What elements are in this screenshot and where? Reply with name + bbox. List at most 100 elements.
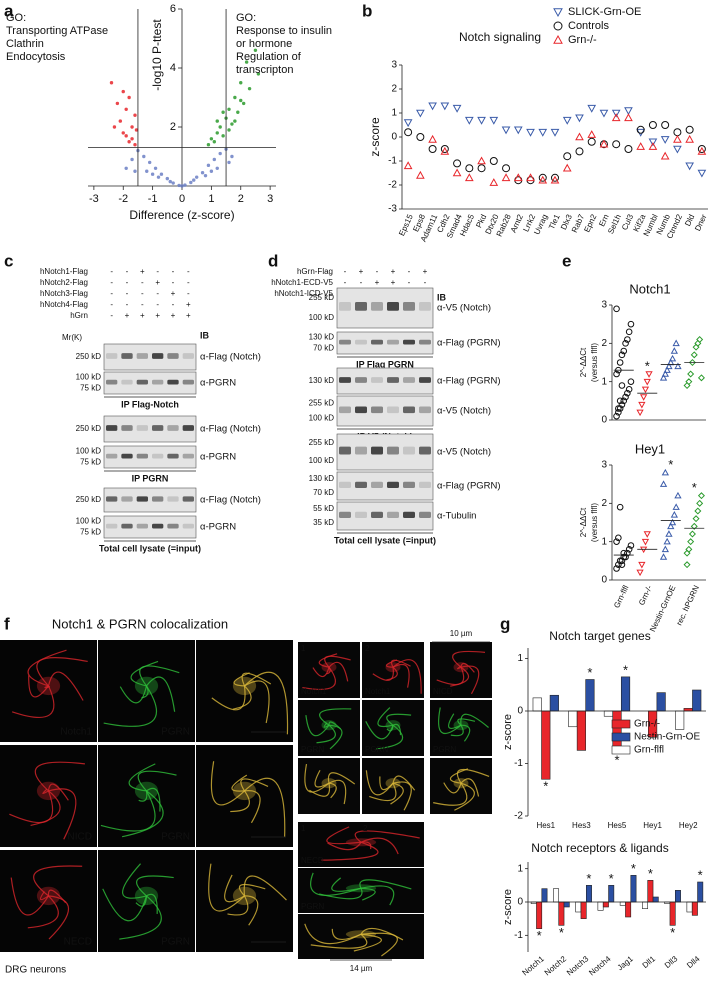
channel-label: PGRN	[161, 937, 190, 948]
point	[428, 134, 437, 143]
point	[687, 370, 695, 378]
annotation: GO:	[236, 12, 256, 24]
condition-sign: -	[110, 278, 113, 287]
point	[665, 362, 673, 370]
decor	[318, 653, 338, 668]
channel-label: NICD	[433, 687, 453, 696]
y-tick-label: 0	[517, 706, 523, 717]
blot-strip	[336, 287, 434, 329]
point	[640, 394, 648, 401]
decor	[438, 707, 462, 735]
point	[241, 101, 246, 106]
point	[625, 328, 633, 336]
inset	[298, 914, 424, 959]
decor	[146, 787, 161, 812]
point	[648, 142, 658, 150]
x-tick-label: Grn-/-	[637, 584, 654, 607]
point	[659, 374, 668, 381]
point	[673, 134, 682, 143]
decor	[34, 761, 86, 792]
decor	[27, 649, 67, 687]
point	[643, 531, 651, 538]
inset	[298, 822, 424, 867]
blot-band	[167, 523, 179, 529]
point	[177, 183, 181, 188]
point	[218, 151, 222, 156]
decor	[239, 883, 266, 897]
condition-sign: +	[186, 311, 191, 320]
condition-sign: -	[156, 300, 159, 309]
bar	[568, 710, 578, 728]
decor	[314, 769, 330, 788]
decor	[316, 724, 336, 744]
micrograph	[0, 745, 97, 847]
blot-caption: IP PGRN	[132, 473, 169, 483]
point	[625, 546, 633, 553]
blot-strip	[336, 331, 434, 355]
decor	[456, 665, 462, 670]
point	[624, 336, 631, 343]
blot-band	[355, 302, 367, 311]
point	[627, 320, 635, 328]
annotation: Response to insulin	[236, 25, 332, 37]
point	[121, 131, 125, 135]
point	[692, 343, 700, 351]
point	[404, 128, 413, 137]
decor	[48, 895, 69, 940]
blot-band	[339, 302, 351, 311]
mw-marker: 250 kD	[76, 495, 102, 504]
decor	[392, 663, 410, 688]
point	[648, 121, 657, 129]
y-axis-label: z-score	[368, 117, 382, 157]
point	[159, 172, 164, 176]
ib-label: IB	[200, 330, 210, 340]
condition-sign: -	[126, 300, 129, 309]
legend-label: Controls	[568, 20, 609, 32]
blot-band	[355, 446, 367, 455]
significance: *	[537, 928, 542, 943]
decor	[244, 777, 286, 837]
x-tick-label: 1	[208, 193, 214, 205]
decor	[456, 768, 490, 784]
point	[685, 162, 694, 171]
bar	[652, 896, 659, 903]
panel-label: a	[4, 1, 14, 20]
point	[124, 134, 128, 138]
blot-band	[403, 339, 415, 345]
point	[477, 164, 486, 173]
decor	[30, 790, 61, 827]
blot-strip	[103, 415, 197, 443]
blot-band	[121, 496, 133, 502]
mw-marker: 130 kD	[309, 474, 335, 483]
point	[648, 138, 658, 147]
blot-band	[355, 377, 367, 383]
decor	[328, 724, 343, 750]
legend-swatch	[611, 732, 631, 742]
decor	[390, 659, 411, 668]
point	[465, 164, 474, 173]
blot-band	[152, 379, 164, 385]
blot-band	[371, 377, 383, 383]
blot-caption: IP Flag-Notch	[121, 399, 179, 409]
decor	[134, 781, 159, 801]
point	[206, 143, 211, 147]
point	[489, 116, 499, 125]
bar	[549, 694, 559, 712]
condition-sign: -	[110, 300, 113, 309]
point	[236, 110, 240, 114]
point	[665, 530, 673, 537]
y-tick-label: 2	[601, 498, 607, 509]
blot-band	[136, 425, 148, 431]
point	[133, 169, 137, 173]
decor	[433, 782, 468, 806]
y-tick-label: 1	[517, 653, 523, 664]
decor	[119, 895, 162, 940]
point	[502, 164, 511, 173]
point	[538, 128, 548, 137]
panel-label: g	[500, 614, 510, 633]
bar	[669, 901, 676, 926]
channel-label: NICD	[68, 832, 92, 843]
point	[638, 561, 646, 569]
point	[130, 157, 134, 162]
y-tick-label: 1	[391, 108, 397, 119]
